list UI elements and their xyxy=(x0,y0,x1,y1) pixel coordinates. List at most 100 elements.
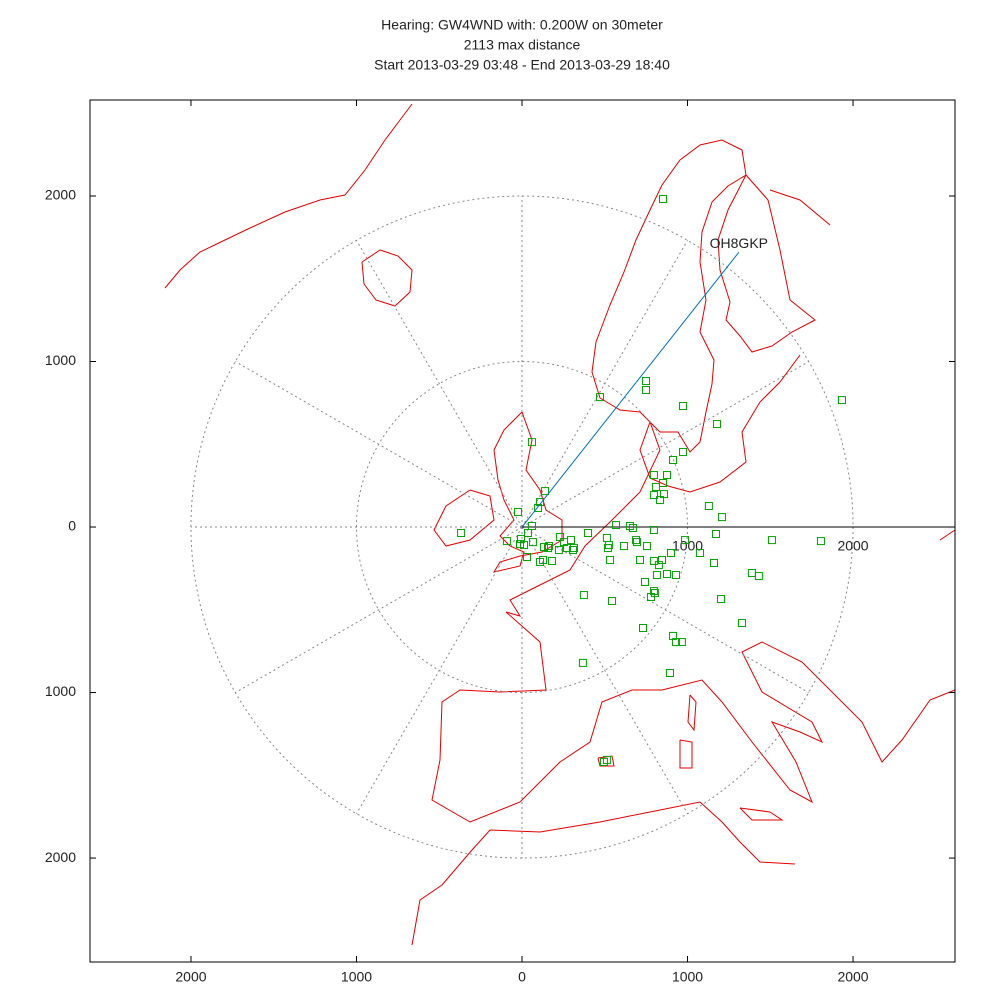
spot xyxy=(579,591,588,600)
spot xyxy=(679,448,688,457)
spoke xyxy=(521,240,688,528)
spot xyxy=(636,555,645,564)
coastline xyxy=(687,694,697,732)
spot xyxy=(584,528,593,537)
y-tick-label: 2000 xyxy=(45,849,76,865)
ring-label: 2000 xyxy=(837,538,868,554)
x-tick-label: 1000 xyxy=(341,969,372,985)
spoke xyxy=(521,526,688,814)
spot xyxy=(536,498,545,507)
spot xyxy=(679,402,688,411)
spot xyxy=(649,556,658,565)
spot xyxy=(681,536,690,545)
spot xyxy=(641,377,650,386)
spot xyxy=(659,479,668,488)
coastline xyxy=(591,139,747,453)
ring-label: 1000 xyxy=(672,538,703,554)
spot xyxy=(649,491,658,500)
y-tick-label: 1000 xyxy=(45,352,76,368)
coastline xyxy=(431,354,956,823)
spot xyxy=(578,658,587,667)
coastline xyxy=(769,189,831,226)
spot xyxy=(632,536,641,545)
spot xyxy=(737,619,746,628)
spot xyxy=(528,538,537,547)
spot xyxy=(517,534,526,543)
chart-title: Hearing: GW4WND with: 0.200W on 30meter xyxy=(381,17,663,33)
coastline xyxy=(433,489,495,547)
spot xyxy=(668,631,677,640)
spot xyxy=(619,542,628,551)
spot xyxy=(568,546,577,555)
spot xyxy=(519,541,528,550)
spot xyxy=(457,528,466,537)
spot xyxy=(602,755,611,764)
spot xyxy=(606,555,615,564)
spot xyxy=(628,524,637,533)
spot xyxy=(603,544,612,553)
x-tick-label: 2000 xyxy=(837,969,868,985)
coastline xyxy=(679,739,693,769)
spot xyxy=(671,571,680,580)
spot xyxy=(659,194,668,203)
spot xyxy=(595,393,604,402)
spot xyxy=(717,513,726,522)
spot xyxy=(767,536,776,545)
spot xyxy=(534,503,543,512)
spot xyxy=(649,471,658,480)
spot xyxy=(523,528,532,537)
spot xyxy=(527,438,536,447)
spot xyxy=(638,623,647,632)
spot xyxy=(704,502,713,511)
y-tick-label: 1000 xyxy=(45,683,76,699)
x-tick-label: 1000 xyxy=(672,969,703,985)
spot xyxy=(560,538,569,547)
spot xyxy=(625,522,634,531)
spoke xyxy=(521,361,809,528)
spot xyxy=(599,757,608,766)
spoke xyxy=(235,361,523,528)
spot xyxy=(642,542,651,551)
spot xyxy=(754,572,763,581)
spot xyxy=(652,571,661,580)
spot xyxy=(649,587,658,596)
spot xyxy=(640,577,649,586)
spot xyxy=(695,549,704,558)
spot xyxy=(711,529,720,538)
spot xyxy=(612,521,621,530)
y-tick-label: 0 xyxy=(68,518,76,534)
spot xyxy=(604,541,613,550)
spot xyxy=(514,507,523,516)
spoke xyxy=(235,526,523,693)
spoke xyxy=(521,526,809,693)
spot xyxy=(544,542,553,551)
spot xyxy=(608,597,617,606)
spot xyxy=(502,537,511,546)
spot xyxy=(541,487,550,496)
coastline xyxy=(939,529,956,541)
spot xyxy=(666,549,675,558)
spot xyxy=(671,638,680,647)
coastline xyxy=(411,801,796,946)
spoke xyxy=(356,526,523,814)
spot xyxy=(837,396,846,405)
coastline xyxy=(717,174,816,353)
spot xyxy=(668,455,677,464)
spot xyxy=(716,595,725,604)
spot xyxy=(816,537,825,546)
y-tick-label: 2000 xyxy=(45,187,76,203)
spot xyxy=(554,546,563,555)
spot xyxy=(654,561,663,570)
spot xyxy=(649,526,658,535)
spot xyxy=(641,385,650,394)
spot xyxy=(633,538,642,547)
spoke xyxy=(356,240,523,528)
spot xyxy=(650,589,659,598)
spot xyxy=(710,558,719,567)
coastline xyxy=(739,807,784,821)
spot xyxy=(665,669,674,678)
spot xyxy=(536,557,545,566)
spot xyxy=(662,471,671,480)
spot xyxy=(677,638,686,647)
